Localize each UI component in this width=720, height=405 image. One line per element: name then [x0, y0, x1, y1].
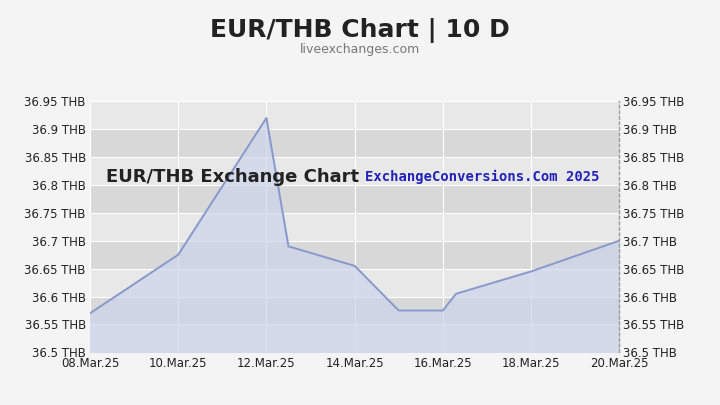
Text: EUR/THB Chart | 10 D: EUR/THB Chart | 10 D	[210, 18, 510, 43]
Text: liveexchanges.com: liveexchanges.com	[300, 43, 420, 55]
Bar	[90, 213, 619, 241]
Text: ExchangeConversions.Com 2025: ExchangeConversions.Com 2025	[365, 170, 600, 183]
Text: EUR/THB Exchange Chart: EUR/THB Exchange Chart	[106, 168, 359, 185]
Bar	[90, 185, 619, 213]
Bar	[90, 157, 619, 185]
Bar	[90, 101, 619, 129]
Bar	[90, 324, 619, 352]
Bar	[90, 241, 619, 269]
Bar	[90, 269, 619, 296]
Bar	[90, 296, 619, 324]
Bar	[90, 129, 619, 157]
